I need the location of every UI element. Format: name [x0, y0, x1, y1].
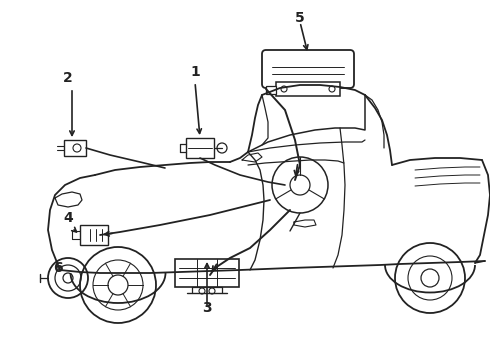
Bar	[64, 140, 86, 156]
Text: 5: 5	[295, 11, 305, 25]
Bar	[80, 225, 108, 245]
Text: 4: 4	[63, 211, 73, 225]
Text: 6: 6	[53, 261, 63, 275]
Bar	[266, 86, 276, 94]
Text: 2: 2	[63, 71, 73, 85]
Text: 3: 3	[202, 301, 212, 315]
Bar	[175, 259, 239, 287]
Text: 1: 1	[190, 65, 200, 79]
Bar	[186, 138, 214, 158]
FancyBboxPatch shape	[262, 50, 354, 88]
Bar	[276, 82, 340, 96]
